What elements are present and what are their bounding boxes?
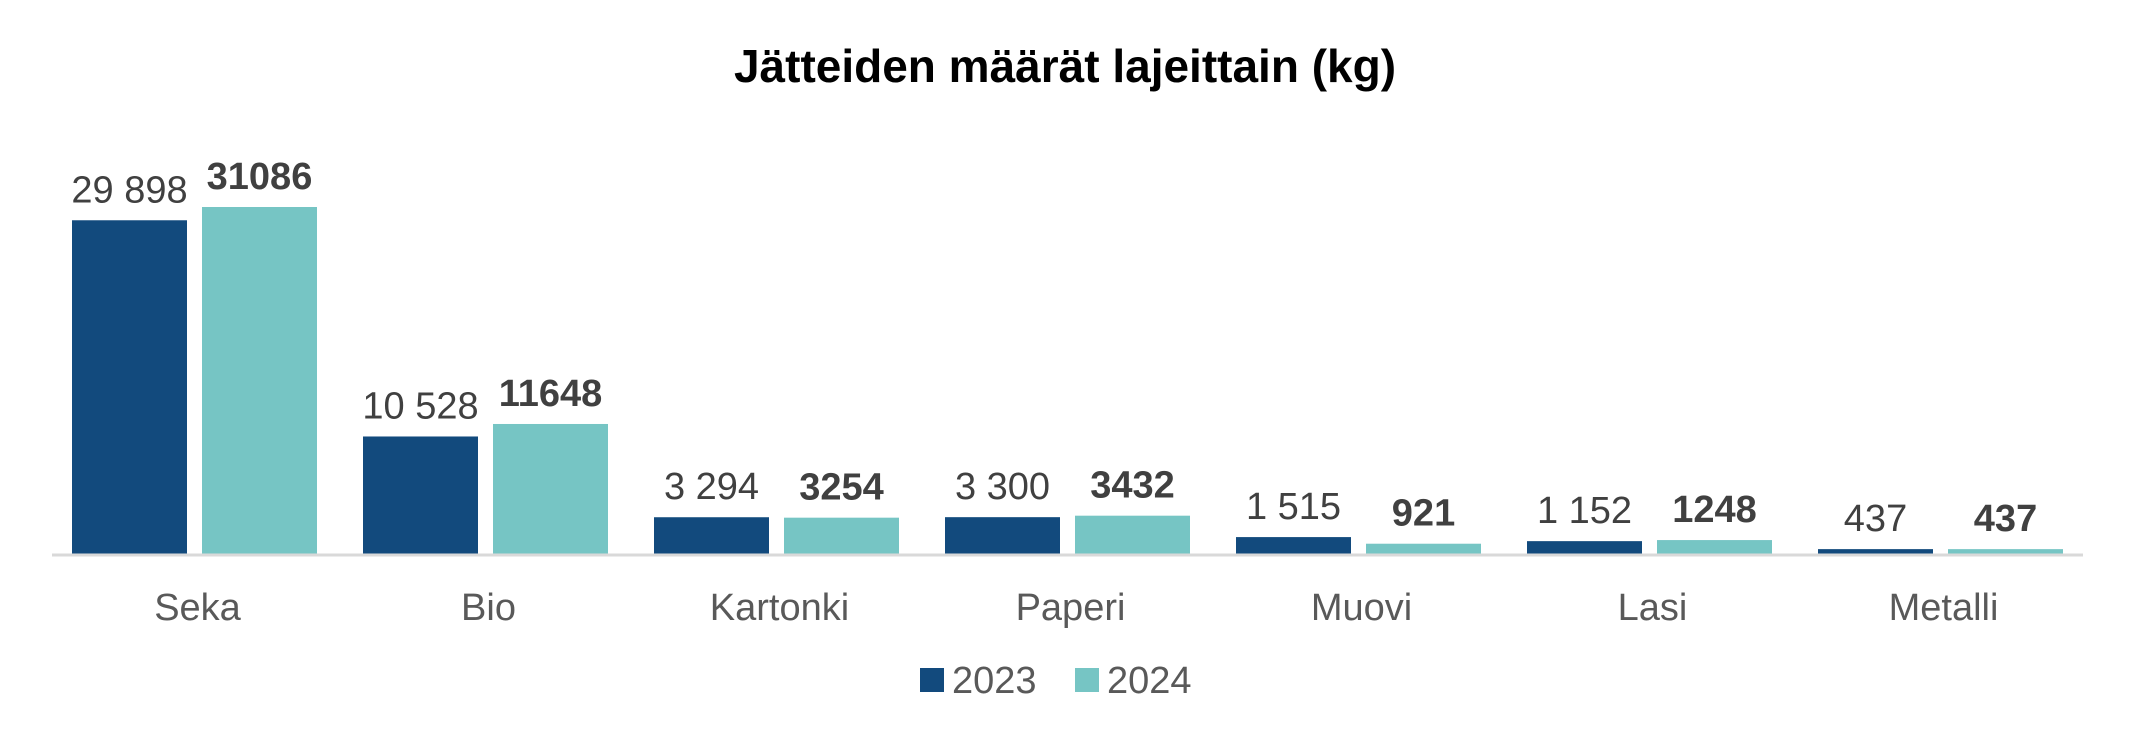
data-label-paperi-2023: 3 300	[955, 466, 1050, 508]
bar-metalli-2023	[1818, 549, 1933, 554]
data-label-kartonki-2023: 3 294	[664, 466, 759, 508]
data-label-paperi-2024: 3432	[1090, 465, 1175, 507]
bar-seka-2024	[202, 207, 317, 554]
legend-label-2023: 2023	[952, 660, 1037, 702]
data-label-metalli-2024: 437	[1974, 498, 2037, 540]
legend-swatch-2024	[1075, 668, 1099, 692]
category-label-seka: Seka	[154, 587, 241, 629]
data-label-lasi-2023: 1 152	[1537, 490, 1632, 532]
bar-lasi-2024	[1657, 540, 1772, 554]
category-label-lasi: Lasi	[1618, 587, 1688, 629]
data-label-seka-2023: 29 898	[71, 169, 187, 211]
bars-layer	[72, 207, 2063, 554]
data-label-lasi-2024: 1248	[1672, 489, 1757, 531]
bar-muovi-2023	[1236, 537, 1351, 554]
legend: 2023 2024	[920, 660, 1192, 702]
bar-bio-2024	[493, 423, 608, 554]
chart-title: Jätteiden määrät lajeittain (kg)	[734, 40, 1396, 92]
bar-paperi-2023	[945, 517, 1060, 554]
category-label-bio: Bio	[461, 587, 516, 629]
category-label-muovi: Muovi	[1311, 587, 1412, 629]
bar-metalli-2024	[1948, 549, 2063, 554]
data-label-bio-2024: 11648	[499, 373, 603, 415]
bar-lasi-2023	[1527, 541, 1642, 554]
data-label-bio-2023: 10 528	[362, 385, 478, 427]
bar-kartonki-2023	[654, 517, 769, 554]
data-label-muovi-2024: 921	[1392, 493, 1455, 535]
category-label-paperi: Paperi	[1016, 587, 1126, 629]
data-label-seka-2024: 31086	[207, 156, 313, 198]
category-labels: Seka Bio Kartonki Paperi Muovi Lasi Metalli	[154, 587, 1998, 629]
legend-swatch-2023	[920, 668, 944, 692]
category-label-metalli: Metalli	[1889, 587, 1999, 629]
data-label-kartonki-2024: 3254	[799, 467, 884, 509]
legend-label-2024: 2024	[1107, 660, 1192, 702]
bar-seka-2023	[72, 220, 187, 554]
data-label-muovi-2023: 1 515	[1246, 486, 1341, 528]
category-label-kartonki: Kartonki	[710, 587, 849, 629]
labels-layer: 29 898 31086 10 528 11648 3 294 3254 3 300 3432…	[71, 156, 2037, 540]
data-label-metalli-2023: 437	[1844, 498, 1907, 540]
bar-muovi-2024	[1366, 543, 1481, 554]
bar-paperi-2024	[1075, 515, 1190, 554]
bar-kartonki-2024	[784, 517, 899, 554]
bar-bio-2023	[363, 436, 478, 554]
